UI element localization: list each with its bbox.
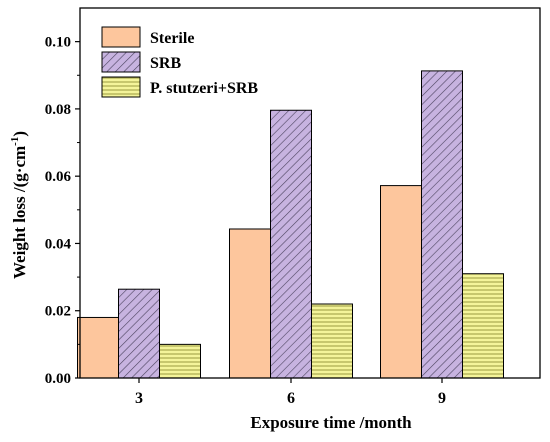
y-tick-label: 0.04	[45, 236, 72, 252]
bar-p-stutzeri-srb-9	[462, 273, 504, 379]
y-axis-title-sup: -1	[9, 137, 21, 146]
x-tick-label: 6	[287, 390, 295, 407]
plot-frame	[79, 7, 541, 379]
y-tick-label: 0.08	[45, 102, 71, 118]
y-tick-label: 0.00	[45, 371, 71, 387]
legend: Sterile SRB P. stutzeri+SRB	[101, 26, 258, 98]
legend-label: P. stutzeri+SRB	[150, 80, 258, 97]
legend-swatch-sterile	[101, 26, 141, 48]
bar-p-stutzeri-srb-3	[159, 343, 201, 379]
y-axis-title-main: Weight loss /(g·cm	[10, 146, 29, 279]
x-tick-label: 3	[135, 390, 143, 407]
bar-p-stutzeri-srb-6	[311, 303, 353, 379]
legend-swatch-p-stutzeri-srb	[101, 76, 141, 98]
bars-layer	[77, 70, 504, 379]
bar-srb-6	[270, 109, 312, 379]
legend-label: Sterile	[150, 30, 194, 47]
legend-swatch-srb	[101, 51, 141, 73]
legend-label: SRB	[150, 55, 181, 72]
y-tick-label: 0.06	[45, 169, 72, 185]
x-axis-title: Exposure time /month	[250, 413, 412, 432]
y-axis-title: Weight loss /(g·cm-1)	[9, 131, 29, 279]
y-tick-label: 0.10	[45, 35, 71, 51]
x-tick-label: 9	[438, 390, 446, 407]
y-tick-label: 0.02	[45, 304, 71, 320]
bar-srb-9	[421, 70, 463, 379]
axes-layer: 0.00 0.02 0.04 0.06 0.08 0.10 3 6 9	[45, 35, 446, 407]
bar-sterile-6	[229, 228, 271, 379]
y-axis-title-close: )	[10, 131, 29, 137]
bar-srb-3	[118, 288, 160, 379]
bar-sterile-3	[77, 316, 119, 379]
bar-sterile-9	[380, 185, 422, 379]
